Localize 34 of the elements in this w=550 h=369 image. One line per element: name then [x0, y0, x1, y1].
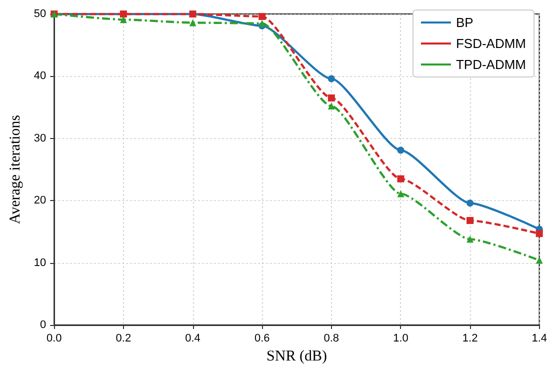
point — [328, 94, 335, 102]
point — [189, 19, 196, 26]
legend-label: FSD-ADMM — [456, 36, 526, 51]
point — [397, 175, 404, 182]
point — [328, 102, 335, 110]
point — [466, 200, 474, 207]
point — [258, 12, 266, 20]
point — [258, 20, 266, 27]
x-tick-label: 0.2 — [116, 332, 132, 344]
legend-label: TPD-ADMM — [456, 57, 526, 72]
point — [120, 16, 127, 24]
x-axis-title: SNR (dB) — [266, 348, 327, 364]
point — [536, 256, 543, 264]
x-tick-label: 1.4 — [532, 332, 548, 344]
legend-label: BP — [456, 15, 474, 30]
y-tick-label: 30 — [34, 132, 46, 144]
x-tick-label: 1.2 — [462, 332, 478, 344]
x-tick-label: 0.4 — [185, 332, 200, 344]
x-tick-label: 0.8 — [324, 332, 340, 344]
y-tick-label: 40 — [34, 70, 46, 82]
x-tick-label: 0.0 — [46, 332, 62, 344]
x-tick-label: 1.0 — [393, 332, 408, 344]
y-axis-title: Average iterations — [8, 114, 24, 224]
point — [466, 236, 474, 243]
point — [328, 75, 335, 82]
point — [397, 190, 404, 198]
y-tick-label: 10 — [34, 256, 46, 269]
point — [466, 217, 474, 224]
x-tick-label: 0.6 — [254, 332, 270, 344]
y-tick-label: 50 — [34, 8, 46, 20]
point — [397, 146, 404, 154]
point — [536, 230, 543, 238]
y-tick-label: 0 — [40, 319, 46, 331]
y-tick-label: 20 — [34, 194, 46, 207]
